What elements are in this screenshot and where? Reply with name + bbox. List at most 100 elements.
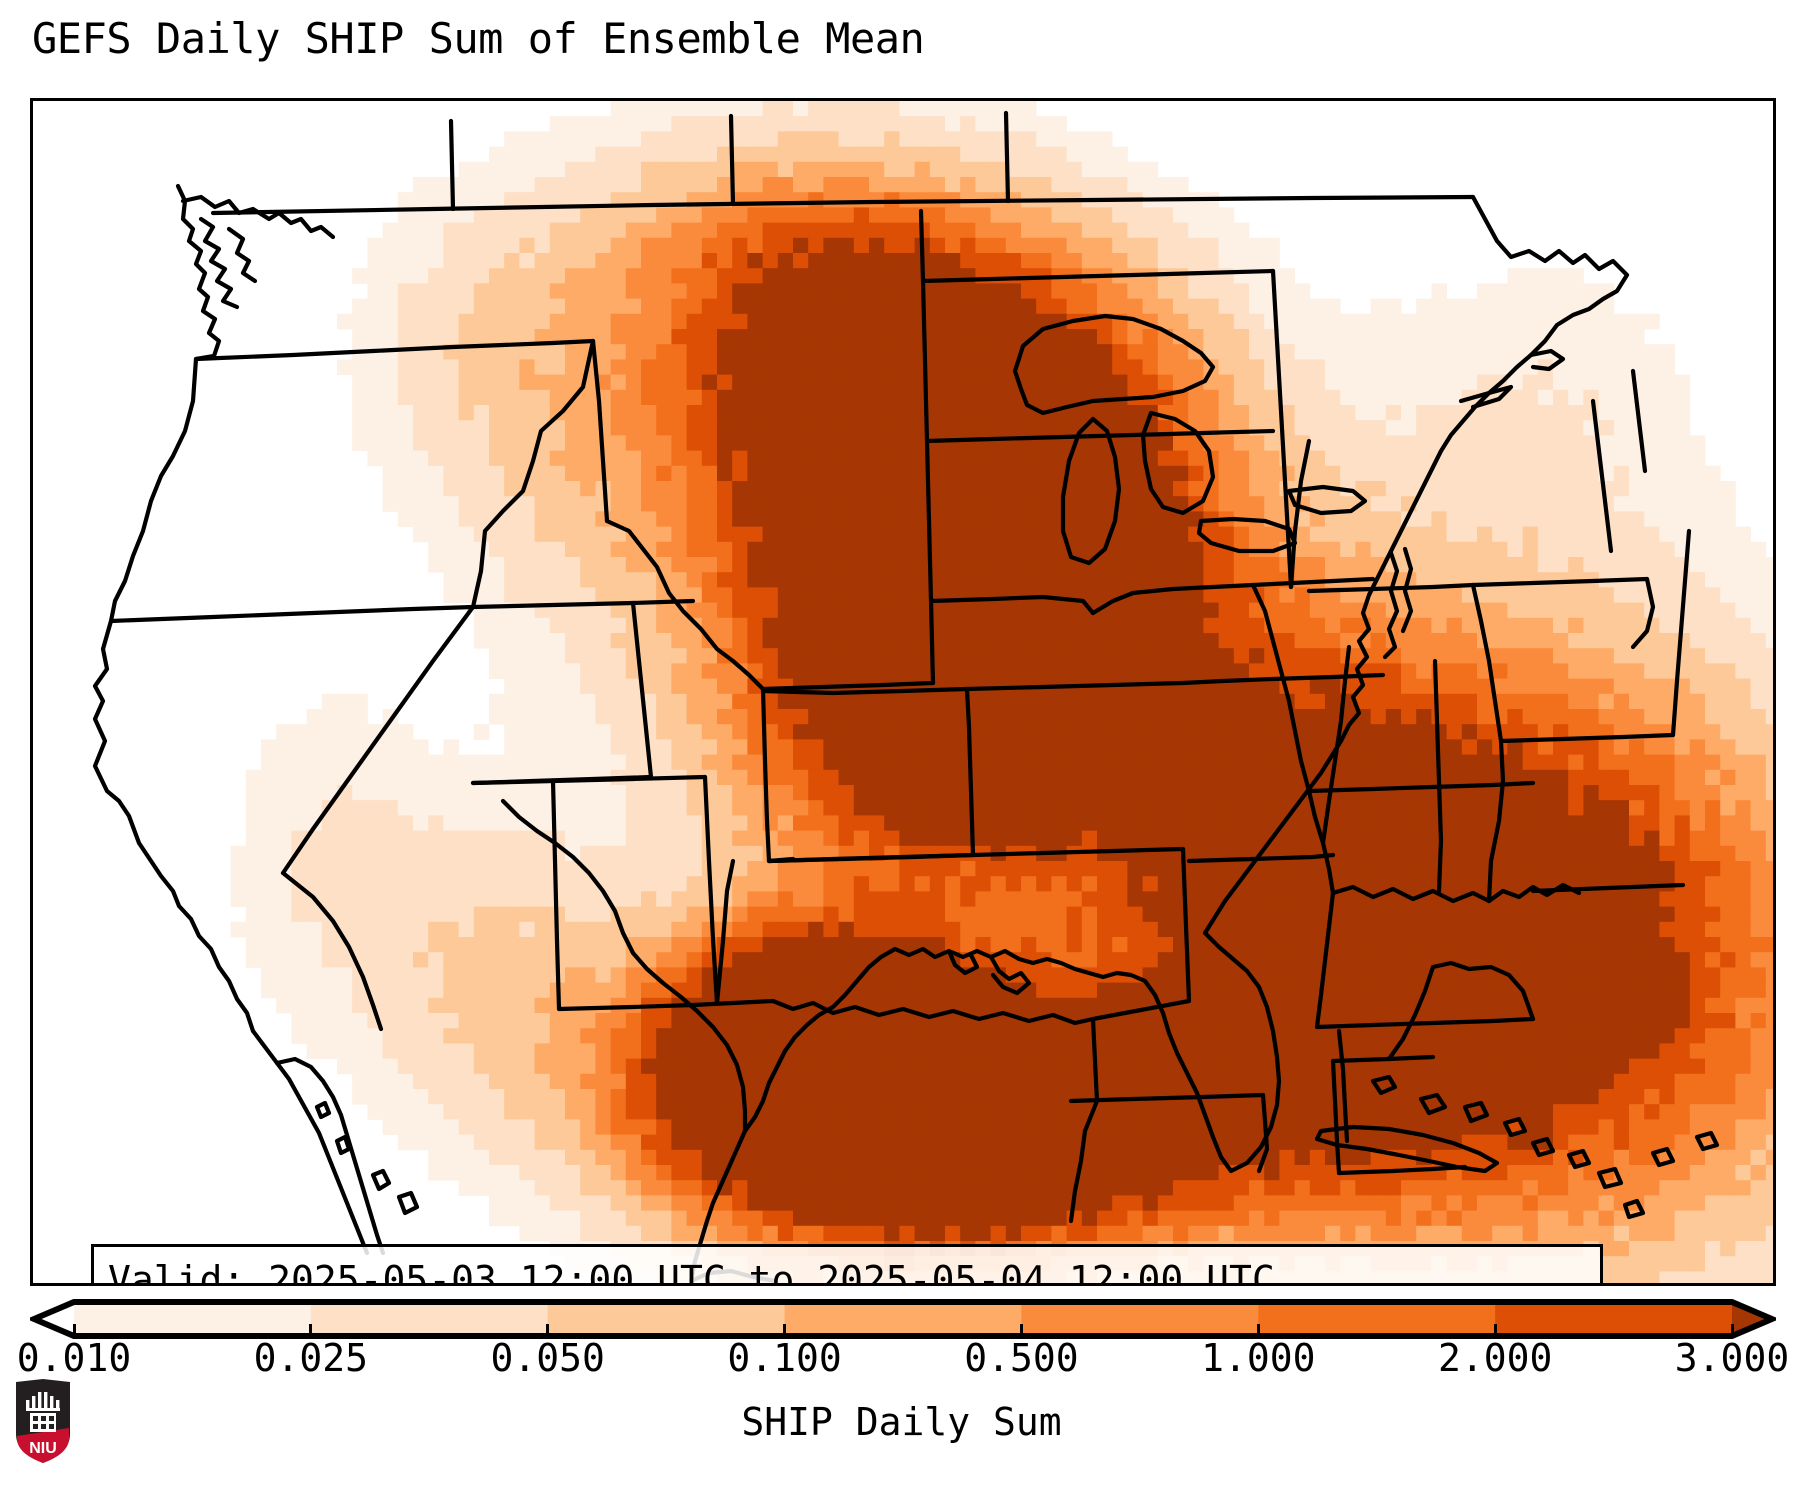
ship-grid-cell <box>899 602 915 619</box>
ship-grid-cell <box>458 541 475 558</box>
ship-grid-cell <box>1461 861 1478 877</box>
ship-grid-cell <box>701 374 718 391</box>
ship-grid-cell <box>519 785 535 801</box>
ship-grid-cell <box>869 617 885 634</box>
ship-grid-cell <box>1461 496 1478 512</box>
ship-grid-cell <box>1157 541 1174 558</box>
ship-grid-cell <box>777 754 794 771</box>
ship-grid-cell <box>1142 633 1159 649</box>
ship-grid-cell <box>352 268 368 284</box>
ship-grid-cell <box>1249 952 1265 968</box>
ship-grid-cell <box>975 906 991 923</box>
ship-grid-cell <box>1416 359 1432 375</box>
ship-grid-cell <box>914 800 931 816</box>
ship-grid-cell <box>1218 906 1235 923</box>
ship-grid-cell <box>975 146 991 163</box>
ship-grid-cell <box>1492 481 1508 497</box>
ship-grid-cell <box>1340 952 1356 968</box>
ship-grid-cell <box>1127 222 1143 239</box>
ship-grid-cell <box>656 693 672 710</box>
ship-grid-cell <box>549 663 566 679</box>
ship-grid-cell <box>519 861 535 877</box>
ship-grid-cell <box>1188 724 1204 740</box>
ship-grid-cell <box>1127 420 1143 436</box>
ship-grid-cell <box>793 952 809 968</box>
ship-grid-cell <box>945 876 961 892</box>
ship-grid-cell <box>519 131 535 147</box>
ship-grid-cell <box>1598 769 1615 786</box>
ship-grid-cell <box>534 617 551 634</box>
ship-grid-cell <box>1735 754 1751 771</box>
ship-grid-cell <box>1568 861 1584 877</box>
ship-grid-cell <box>382 876 399 892</box>
ship-grid-cell <box>443 465 459 482</box>
ship-grid-cell <box>717 146 733 163</box>
ship-grid-cell <box>1005 329 1022 345</box>
ship-grid-cell <box>1659 663 1675 679</box>
ship-grid-cell <box>1355 420 1371 436</box>
ship-grid-cell <box>929 541 946 558</box>
ship-grid-cell <box>929 709 946 725</box>
ship-grid-cell <box>671 800 687 816</box>
ship-grid-cell <box>762 450 779 467</box>
ship-grid-cell <box>1157 465 1174 482</box>
ship-grid-cell <box>504 754 520 771</box>
ship-grid-cell <box>808 663 824 679</box>
ship-grid-cell <box>458 298 475 315</box>
ship-grid-cell <box>1431 587 1447 603</box>
ship-grid-cell <box>565 420 581 436</box>
ship-grid-cell <box>1644 678 1660 695</box>
ship-grid-cell <box>580 161 596 178</box>
ship-grid-cell <box>413 435 429 451</box>
ship-grid-cell <box>413 420 429 436</box>
ship-grid-cell <box>1264 769 1280 786</box>
ship-grid-cell <box>1203 298 1219 315</box>
ship-grid-cell <box>1568 374 1584 391</box>
ship-grid-cell <box>291 891 307 907</box>
ship-grid-cell <box>793 101 809 117</box>
ship-grid-cell <box>625 435 642 451</box>
ship-grid-cell <box>945 830 961 847</box>
ship-grid-cell <box>1553 450 1569 467</box>
ship-grid-cell <box>565 557 581 573</box>
ship-grid-cell <box>1066 496 1083 512</box>
ship-grid-cell <box>1021 709 1037 725</box>
ship-grid-cell <box>838 739 855 755</box>
ship-grid-cell <box>397 329 414 345</box>
ship-grid-cell <box>960 769 976 786</box>
ship-grid-cell <box>1553 861 1569 877</box>
ship-grid-cell <box>504 633 520 649</box>
ship-grid-cell <box>1583 617 1599 634</box>
ship-grid-cell <box>1613 906 1630 923</box>
ship-grid-cell <box>1401 861 1417 877</box>
ship-grid-cell <box>1203 709 1219 725</box>
ship-grid-cell <box>1765 693 1773 710</box>
ship-grid-cell <box>929 207 946 223</box>
ship-grid-cell <box>1522 952 1539 968</box>
ship-grid-cell <box>1051 967 1067 983</box>
ship-grid-cell <box>1233 253 1250 269</box>
ship-grid-cell <box>777 815 794 831</box>
ship-grid-cell <box>1370 541 1387 558</box>
ship-grid-cell <box>793 496 809 512</box>
ship-grid-cell <box>565 997 581 1014</box>
ship-grid-cell <box>1583 283 1599 299</box>
ship-grid-cell <box>1720 724 1736 740</box>
ship-grid-cell <box>1097 329 1113 345</box>
ship-grid-cell <box>929 724 946 740</box>
ship-grid-cell <box>975 769 991 786</box>
ship-grid-cell <box>899 298 915 315</box>
ship-grid-cell <box>641 876 657 892</box>
ship-grid-cell <box>1142 693 1159 710</box>
ship-grid-cell <box>686 678 703 695</box>
ship-grid-cell <box>489 237 505 254</box>
ship-grid-cell <box>1461 709 1478 725</box>
ship-grid-cell <box>960 101 976 117</box>
ship-grid-cell <box>1264 921 1280 938</box>
ship-grid-cell <box>1705 982 1721 999</box>
ship-grid-cell <box>321 830 338 847</box>
ship-grid-cell <box>1720 876 1736 892</box>
ship-grid-cell <box>1765 572 1773 588</box>
ship-grid-cell <box>1127 511 1143 527</box>
ship-grid-cell <box>686 298 703 315</box>
